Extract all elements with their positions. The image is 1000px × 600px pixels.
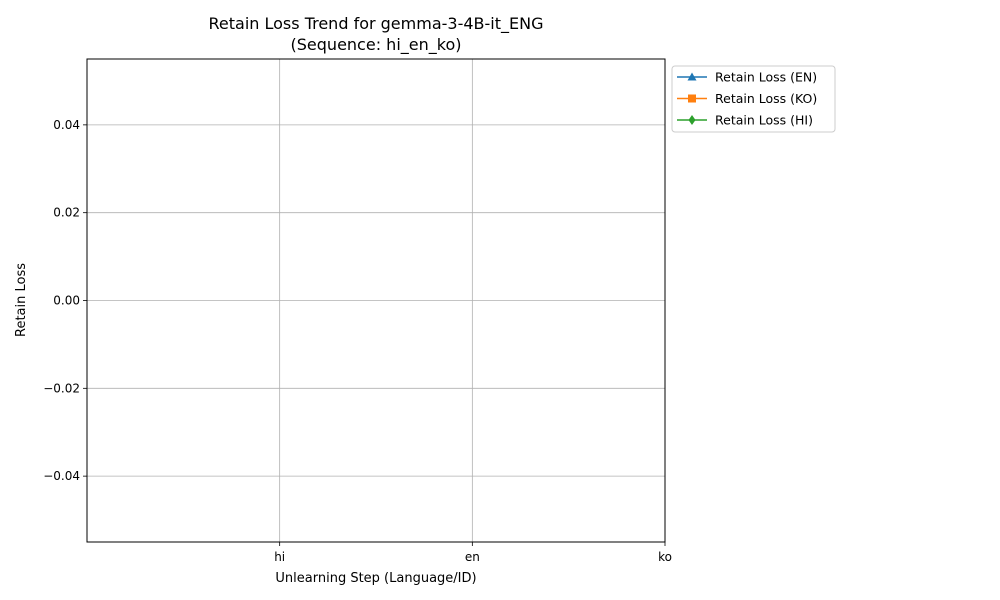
x-axis: hi en ko xyxy=(274,542,672,564)
x-tick-label: ko xyxy=(658,550,672,564)
x-tick-label: hi xyxy=(274,550,285,564)
chart-subtitle: (Sequence: hi_en_ko) xyxy=(291,35,462,55)
legend-marker-square xyxy=(688,94,696,103)
y-tick-label: 0.04 xyxy=(53,118,80,132)
legend-marker-triangle xyxy=(687,72,697,81)
chart-title: Retain Loss Trend for gemma-3-4B-it_ENG xyxy=(209,14,544,34)
grid-lines xyxy=(87,59,666,542)
x-axis-label: Unlearning Step (Language/ID) xyxy=(275,571,476,586)
y-tick-label: −0.02 xyxy=(43,381,80,395)
y-axis: 0.04 0.02 0.00 −0.02 −0.04 xyxy=(43,118,87,483)
y-axis-label: Retain Loss xyxy=(14,263,29,337)
y-tick-label: 0.00 xyxy=(53,294,80,308)
legend: Retain Loss (EN) Retain Loss (KO) Retain L… xyxy=(671,65,836,133)
y-tick-label: −0.04 xyxy=(43,469,80,483)
legend-label: Retain Loss (KO) xyxy=(715,91,817,106)
legend-label: Retain Loss (EN) xyxy=(715,70,817,85)
y-tick-label: 0.02 xyxy=(53,206,80,220)
legend-box xyxy=(671,65,836,133)
legend-marker-diamond xyxy=(688,115,696,125)
legend-label: Retain Loss (HI) xyxy=(715,113,813,128)
x-tick-label: en xyxy=(465,550,480,564)
